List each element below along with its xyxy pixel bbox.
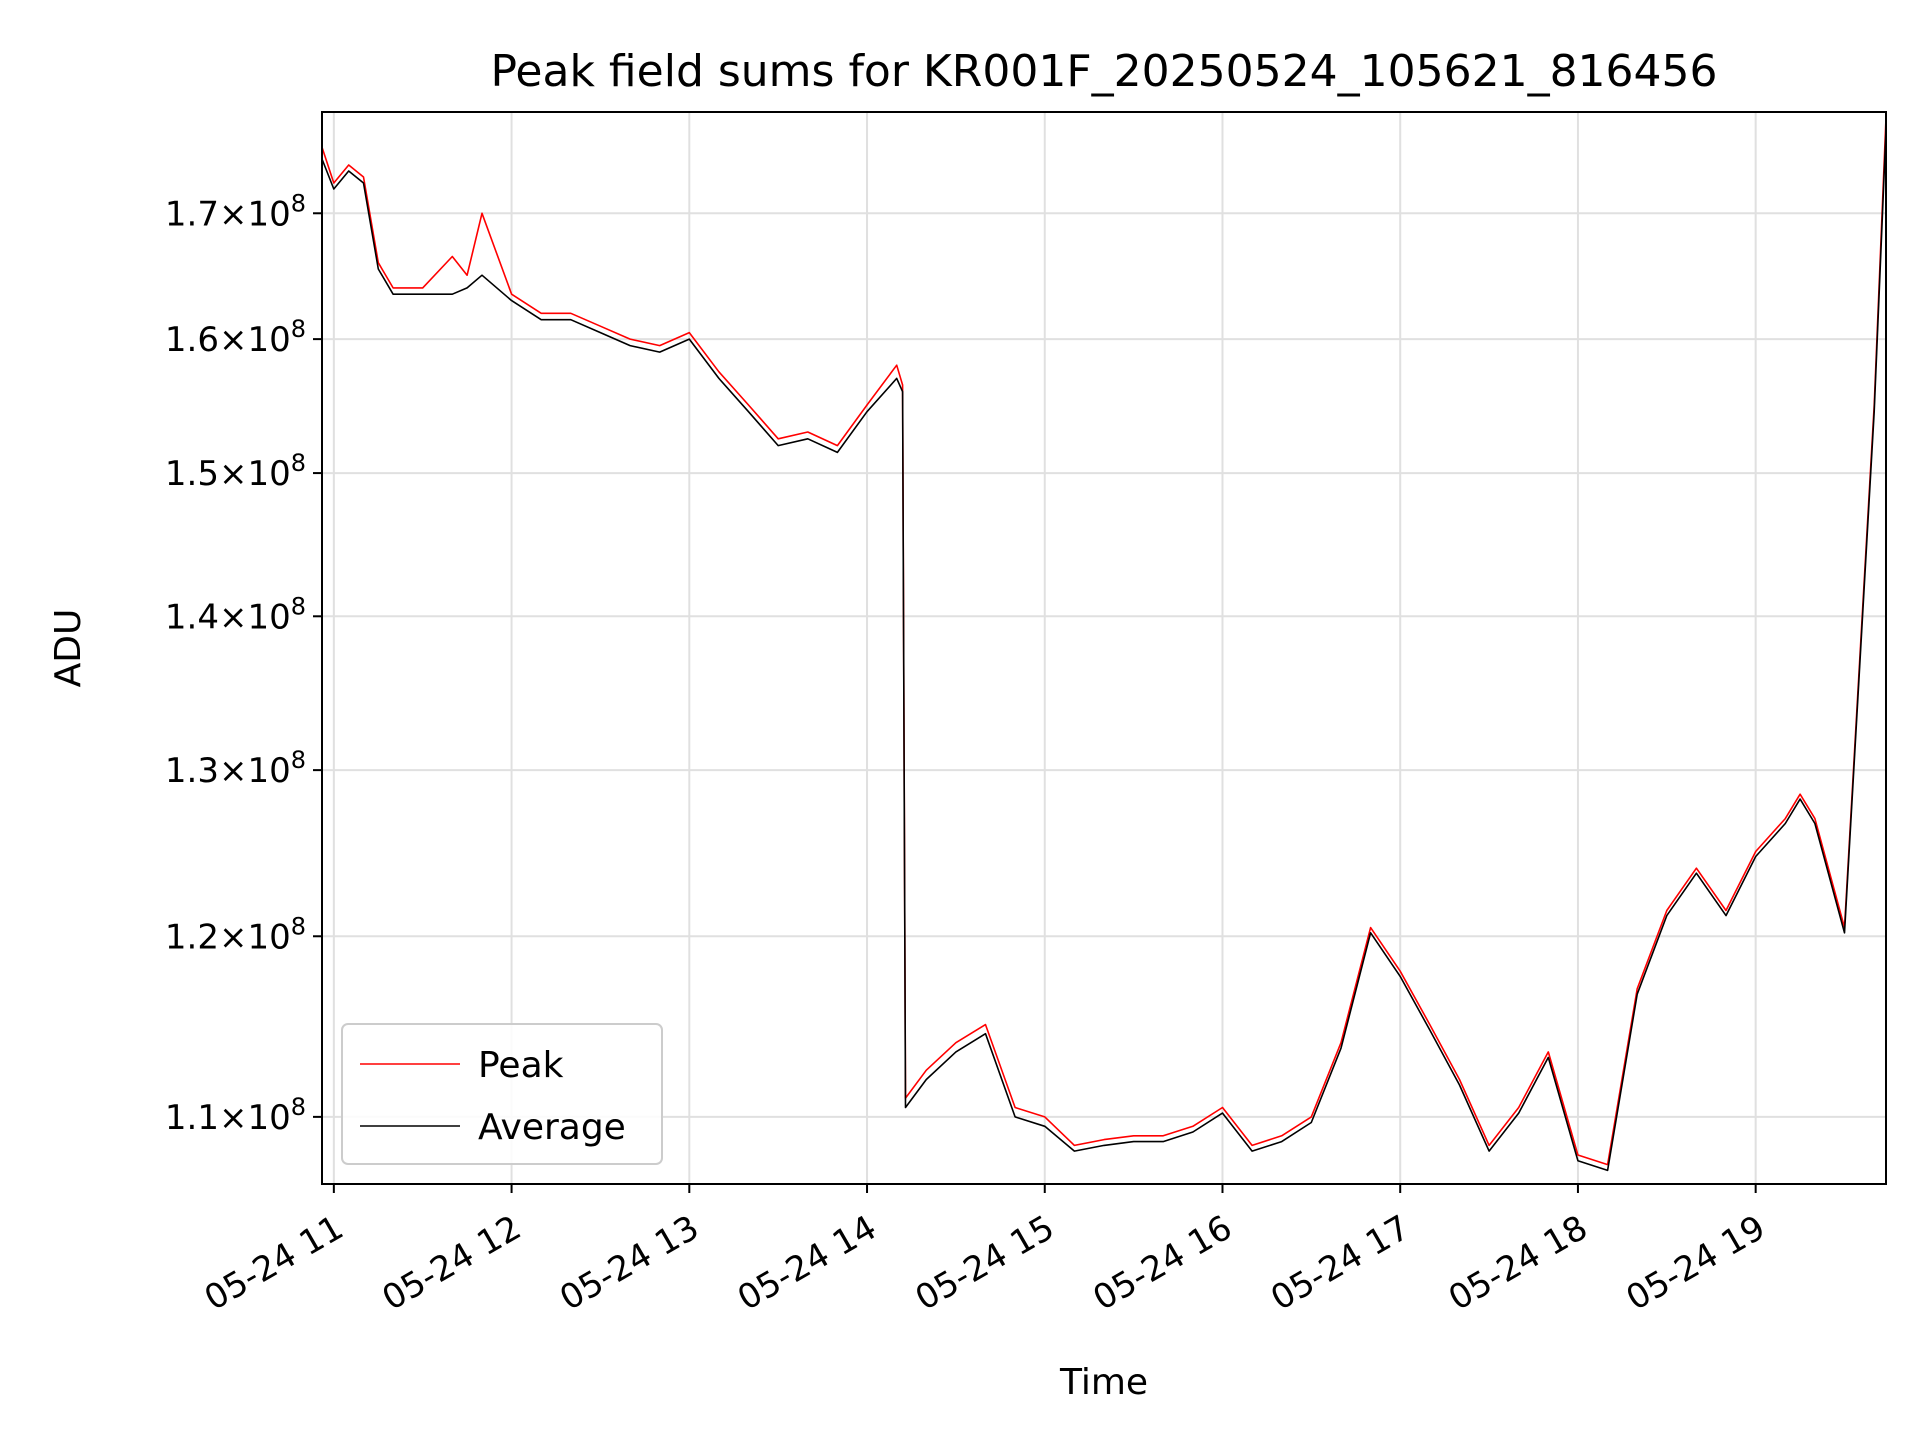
grid xyxy=(322,112,1886,1184)
y-tick-exponent: 8 xyxy=(291,746,306,774)
y-tick-label: 1.6×108 xyxy=(165,315,306,360)
y-tick-mantissa: 1.3 xyxy=(165,751,219,791)
x-axis-label: Time xyxy=(1059,1362,1148,1403)
y-tick-exponent: 8 xyxy=(291,449,306,477)
chart-title: Peak field sums for KR001F_20250524_1056… xyxy=(490,46,1717,97)
y-tick-label: 1.2×108 xyxy=(165,912,306,957)
y-tick-label: 1.4×108 xyxy=(165,592,306,637)
y-tick-label: 1.1×108 xyxy=(165,1093,306,1138)
y-tick-mantissa: 1.5 xyxy=(165,454,219,494)
y-tick-exponent: 8 xyxy=(291,315,306,343)
y-tick-exponent: 8 xyxy=(291,592,306,620)
y-tick-times: ×10 xyxy=(219,320,291,360)
y-tick-times: ×10 xyxy=(219,597,291,637)
y-tick-mantissa: 1.4 xyxy=(165,597,219,637)
y-tick-label: 1.3×108 xyxy=(165,746,306,791)
y-tick-times: ×10 xyxy=(219,917,291,957)
plot-lines xyxy=(321,117,1887,1172)
y-tick-times: ×10 xyxy=(219,194,291,234)
legend-box xyxy=(341,1023,663,1165)
y-tick-mantissa: 1.7 xyxy=(165,194,219,234)
y-tick-times: ×10 xyxy=(219,751,291,791)
y-tick-exponent: 8 xyxy=(291,189,306,217)
y-tick-mantissa: 1.1 xyxy=(165,1098,219,1138)
y-tick-label: 1.5×108 xyxy=(165,449,306,494)
y-tick-mantissa: 1.2 xyxy=(165,917,219,957)
y-tick-exponent: 8 xyxy=(291,912,306,940)
legend-label: Peak xyxy=(478,1045,564,1086)
series-line-peak xyxy=(321,117,1887,1166)
y-tick-times: ×10 xyxy=(219,1098,291,1138)
y-axis-label: ADU xyxy=(48,609,89,688)
legend-label: Average xyxy=(478,1107,626,1148)
series-line-average xyxy=(321,129,1887,1172)
legend: Peak Average xyxy=(341,1023,663,1165)
axes-frame xyxy=(321,111,1887,1185)
y-tick-exponent: 8 xyxy=(291,1093,306,1121)
y-tick-label: 1.7×108 xyxy=(165,189,306,234)
y-tick-mantissa: 1.6 xyxy=(165,320,219,360)
y-tick-times: ×10 xyxy=(219,454,291,494)
